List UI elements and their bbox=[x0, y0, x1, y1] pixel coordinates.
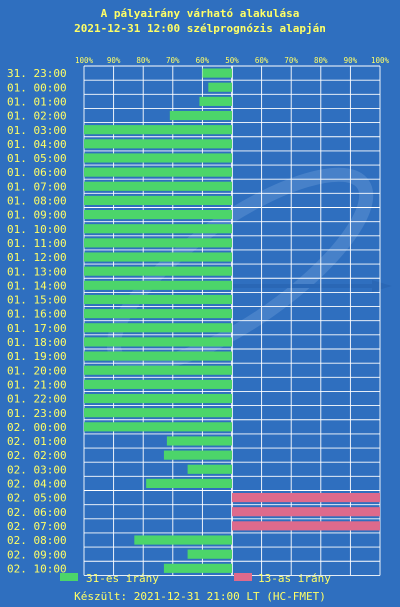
bar-31 bbox=[84, 365, 232, 375]
row-label: 01. 19:00 bbox=[7, 350, 67, 363]
legend-label-31: 31-es irány bbox=[86, 572, 159, 585]
grid bbox=[83, 65, 381, 576]
bar-31 bbox=[84, 422, 232, 432]
row-label: 02. 07:00 bbox=[7, 520, 67, 533]
tick-label: 80% bbox=[136, 56, 150, 65]
row-label: 01. 16:00 bbox=[7, 308, 67, 321]
row-label: 31. 23:00 bbox=[7, 67, 67, 80]
footer: Készült: 2021-12-31 21:00 LT (HC-FMET) bbox=[74, 590, 326, 603]
bar-31 bbox=[146, 478, 232, 488]
row-label: 02. 05:00 bbox=[7, 492, 67, 505]
bar-31 bbox=[163, 563, 232, 573]
tick-label: 60% bbox=[255, 56, 269, 65]
row-label: 01. 07:00 bbox=[7, 180, 67, 193]
tick-labels: 100% 90% 80% 70% 60% 50% 60% 70% 80% 90% 100% bbox=[75, 56, 390, 65]
bar-31 bbox=[84, 337, 232, 347]
row-label: 01. 12:00 bbox=[7, 251, 67, 264]
row-label: 01. 20:00 bbox=[7, 364, 67, 377]
row-label: 01. 21:00 bbox=[7, 378, 67, 391]
bar-31 bbox=[84, 153, 232, 163]
bar-31 bbox=[84, 323, 232, 333]
row-label: 01. 10:00 bbox=[7, 223, 67, 236]
row-label: 02. 01:00 bbox=[7, 435, 67, 448]
row-label: 02. 04:00 bbox=[7, 478, 67, 491]
tick-label: 80% bbox=[314, 56, 328, 65]
bar-31 bbox=[84, 139, 232, 149]
bar-31 bbox=[199, 96, 232, 106]
bar-31 bbox=[84, 252, 232, 262]
row-label: 01. 06:00 bbox=[7, 166, 67, 179]
row-label: 01. 15:00 bbox=[7, 294, 67, 307]
row-label: 02. 09:00 bbox=[7, 548, 67, 561]
row-label: 02. 08:00 bbox=[7, 534, 67, 547]
row-label: 01. 09:00 bbox=[7, 209, 67, 222]
row-label: 02. 03:00 bbox=[7, 463, 67, 476]
bar-31 bbox=[84, 393, 232, 404]
row-label: 01. 14:00 bbox=[7, 279, 67, 292]
tick-label: 50% bbox=[225, 56, 239, 65]
row-label: 01. 08:00 bbox=[7, 195, 67, 208]
tick-label: 60% bbox=[196, 56, 210, 65]
row-label: 01. 17:00 bbox=[7, 322, 67, 335]
row-label: 02. 10:00 bbox=[7, 562, 67, 575]
bar-13 bbox=[232, 507, 380, 517]
bar-31 bbox=[84, 181, 232, 191]
row-label: 02. 06:00 bbox=[7, 506, 67, 519]
row-label: 01. 13:00 bbox=[7, 265, 67, 278]
bar-31 bbox=[202, 68, 232, 78]
row-label: 01. 11:00 bbox=[7, 237, 67, 250]
bar-31 bbox=[134, 535, 232, 545]
bar-31 bbox=[187, 549, 232, 559]
bar-31 bbox=[84, 294, 232, 305]
bar-31 bbox=[84, 125, 232, 135]
bar-31 bbox=[84, 210, 232, 220]
bars bbox=[84, 68, 380, 573]
tick-label: 90% bbox=[107, 56, 121, 65]
legend-label-13: 13-as irány bbox=[258, 572, 331, 585]
tick-label: 70% bbox=[284, 56, 298, 65]
bar-31 bbox=[187, 464, 232, 474]
tick-label: 90% bbox=[344, 56, 358, 65]
row-label: 01. 05:00 bbox=[7, 152, 67, 165]
bar-31 bbox=[84, 224, 232, 234]
bar-31 bbox=[166, 436, 232, 446]
bar-31 bbox=[84, 408, 232, 418]
bar-13 bbox=[232, 493, 380, 503]
row-label: 01. 22:00 bbox=[7, 393, 67, 406]
row-label: 02. 00:00 bbox=[7, 421, 67, 434]
bar-31 bbox=[84, 280, 232, 290]
tick-label: 100% bbox=[371, 56, 390, 65]
bar-31 bbox=[84, 167, 232, 177]
row-label: 02. 02:00 bbox=[7, 449, 67, 462]
bar-31 bbox=[84, 238, 232, 248]
bar-31 bbox=[84, 266, 232, 276]
legend-swatch-31 bbox=[60, 573, 78, 581]
chart-subtitle: 2021-12-31 12:00 szélprognózis alapján bbox=[74, 22, 326, 35]
row-label: 01. 00:00 bbox=[7, 81, 67, 94]
bar-31 bbox=[208, 82, 232, 92]
bar-31 bbox=[163, 450, 232, 460]
bar-13 bbox=[232, 521, 380, 531]
row-label: 01. 23:00 bbox=[7, 407, 67, 420]
row-label: 01. 04:00 bbox=[7, 138, 67, 151]
bar-31 bbox=[169, 110, 232, 121]
bar-31 bbox=[84, 379, 232, 389]
chart-title: A pályairány várható alakulása bbox=[100, 7, 300, 20]
row-label: 01. 18:00 bbox=[7, 336, 67, 349]
tick-label: 100% bbox=[75, 56, 94, 65]
bar-31 bbox=[84, 351, 232, 361]
bar-31 bbox=[84, 195, 232, 205]
row-label: 01. 02:00 bbox=[7, 110, 67, 123]
row-label: 01. 03:00 bbox=[7, 124, 67, 137]
bar-31 bbox=[84, 309, 232, 319]
legend-swatch-13 bbox=[234, 573, 252, 581]
row-label: 01. 01:00 bbox=[7, 95, 67, 108]
tick-label: 70% bbox=[166, 56, 180, 65]
